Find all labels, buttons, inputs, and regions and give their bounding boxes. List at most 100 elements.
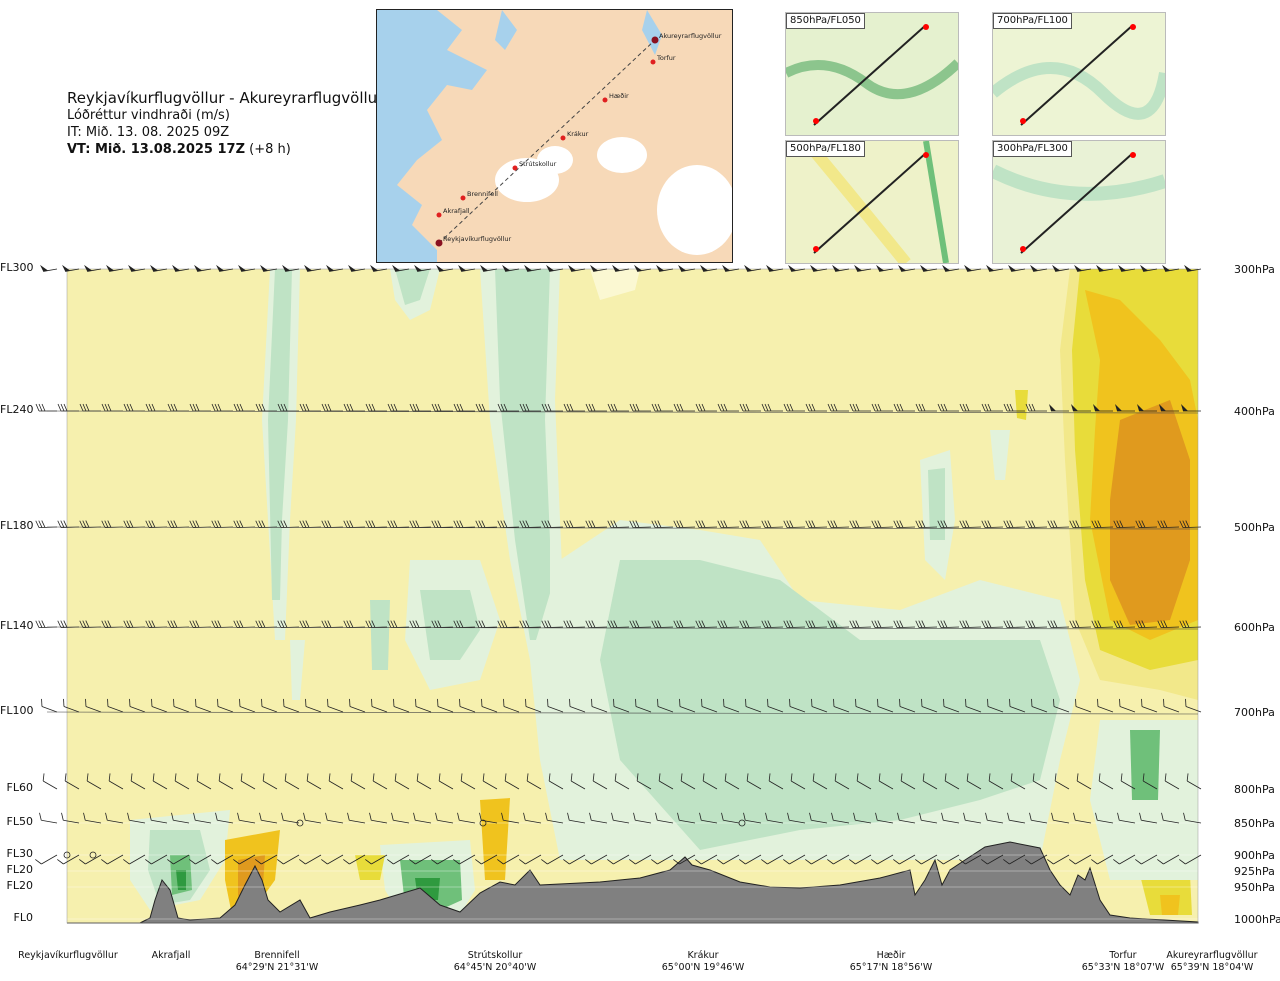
wind-barb [673, 403, 695, 412]
wind-barb [567, 812, 586, 824]
wind-barb [1025, 620, 1048, 629]
wind-barb [1159, 404, 1179, 412]
wind-barb [218, 773, 234, 790]
wind-barb [123, 620, 146, 629]
thumbnail-500[interactable]: 500hPa/FL180 [785, 140, 959, 264]
valid-time-offset: (+8 h) [249, 142, 291, 157]
wind-barb [585, 854, 608, 865]
wind-barb [347, 812, 366, 824]
wind-barb [1095, 812, 1114, 824]
wind-barb [563, 520, 586, 529]
wind-barb [1120, 773, 1136, 790]
wind-barb [42, 773, 58, 790]
field-region [238, 855, 265, 915]
wind-barb [739, 403, 761, 412]
wind-barb [853, 812, 872, 824]
wind-barb [944, 773, 960, 790]
wind-barb [761, 854, 784, 865]
wind-barb [937, 520, 960, 529]
wind-barb [328, 773, 344, 790]
field-region [480, 798, 510, 880]
wind-barb [987, 698, 1004, 713]
wind-barb [585, 520, 608, 529]
wind-barb [370, 264, 388, 272]
wind-barb [413, 812, 432, 824]
wind-barb [893, 403, 915, 412]
wind-barb [299, 854, 322, 865]
wind-barb [343, 520, 366, 529]
wind-barb [959, 520, 982, 529]
wind-barb [326, 264, 344, 272]
wind-barb [129, 698, 146, 713]
field-region [130, 810, 230, 910]
field-region [395, 269, 430, 305]
wind-barb [195, 698, 212, 713]
wind-barb [1032, 773, 1048, 790]
wind-barb [372, 773, 388, 790]
wind-barb [145, 520, 168, 529]
wind-barb [739, 520, 762, 529]
wind-barb [497, 854, 520, 865]
field-region [1060, 269, 1198, 700]
wind-barb [189, 520, 212, 529]
wind-barb [629, 520, 652, 529]
wind-barb [963, 812, 982, 824]
thumbnail-700[interactable]: 700hPa/FL100 [992, 12, 1166, 136]
wind-barb [189, 854, 212, 865]
wind-barb [981, 520, 1004, 529]
wind-barb [629, 403, 651, 412]
thumbnail-850[interactable]: 850hPa/FL050 [785, 12, 959, 136]
wind-barb [545, 812, 564, 824]
wind-barb [277, 854, 300, 865]
wind-barb [695, 854, 718, 865]
wind-barb [189, 620, 212, 629]
wind-barb [1025, 403, 1047, 412]
wind-barb [673, 620, 696, 629]
wind-barb [458, 264, 476, 272]
wind-barb [299, 620, 322, 629]
map-point-label: Akrafjall [443, 207, 470, 215]
wind-barb [811, 698, 828, 713]
wind-barb [282, 264, 300, 272]
wind-barb [1069, 520, 1092, 529]
wind-barb [217, 698, 234, 713]
wind-barb [387, 620, 410, 629]
wind-barb [981, 403, 1003, 412]
calm-wind-circle [296, 819, 304, 827]
wind-barb [35, 520, 58, 529]
wind-barb [475, 854, 498, 865]
wind-barb [805, 854, 828, 865]
thumbnail-label: 300hPa/FL300 [993, 141, 1072, 157]
station-name: Strútskollur [467, 950, 523, 961]
wind-barb [343, 620, 366, 629]
wind-barb [519, 520, 542, 529]
wind-barb [875, 812, 894, 824]
wind-barb [878, 773, 894, 790]
wind-barb [1113, 854, 1136, 865]
wind-barbs [35, 264, 1202, 865]
chart-subtitle: Lóðréttur vindhraði (m/s) [67, 108, 230, 123]
wind-barb [281, 812, 300, 824]
wind-barb [656, 264, 674, 272]
wind-barb [497, 620, 520, 629]
wind-barb [149, 812, 168, 824]
station-coord: 64°45'N 20°40'W [453, 962, 537, 973]
wind-barb [1047, 620, 1070, 629]
wind-barb [1183, 812, 1202, 824]
wind-barb [277, 520, 300, 529]
wind-barb [541, 620, 564, 629]
thumbnail-300[interactable]: 300hPa/FL300 [992, 140, 1166, 264]
wind-barb [855, 698, 872, 713]
wind-barb [260, 264, 278, 272]
wind-barb [1007, 812, 1026, 824]
wind-barb [937, 403, 959, 412]
wind-barb [371, 698, 388, 713]
field-region [390, 269, 440, 320]
wind-barb [497, 520, 520, 529]
wind-barb [321, 520, 344, 529]
wind-barb [634, 264, 652, 272]
wind-barb [233, 403, 255, 412]
wind-barb [724, 773, 740, 790]
field-background [67, 269, 1198, 923]
pressure-label: 700hPa [1234, 706, 1275, 719]
